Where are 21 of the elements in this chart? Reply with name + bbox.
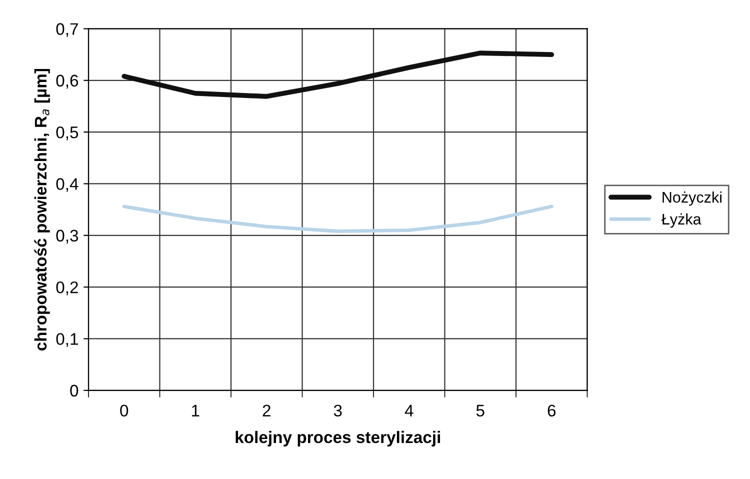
legend-label: Nożyczki bbox=[662, 192, 722, 206]
y-tick-label: 0,5 bbox=[56, 126, 78, 140]
y-tick-label: 0,1 bbox=[56, 333, 78, 347]
line-series bbox=[122, 204, 554, 233]
y-tick-label: 0,3 bbox=[56, 230, 78, 244]
legend-label: Łyżka bbox=[662, 213, 702, 228]
line-series bbox=[122, 50, 554, 99]
y-tick-label: 0,4 bbox=[56, 178, 78, 192]
x-tick-label: 6 bbox=[548, 404, 556, 417]
x-tick-label: 3 bbox=[334, 404, 342, 417]
x-axis-title: kolejny proces sterylizacji bbox=[236, 430, 440, 446]
x-tick-label: 0 bbox=[120, 404, 128, 417]
y-tick-label: 0,7 bbox=[56, 23, 78, 37]
y-tick-label: 0,6 bbox=[56, 74, 78, 89]
x-tick-label: 2 bbox=[262, 404, 270, 416]
y-tick-label: 0 bbox=[70, 384, 78, 397]
x-tick-label: 1 bbox=[192, 404, 200, 416]
x-tick-label: 5 bbox=[476, 404, 484, 417]
x-tick-label: 4 bbox=[404, 404, 414, 416]
y-tick-label: 0,2 bbox=[56, 281, 78, 296]
y-axis-title: chropowatość powierzchni, R$_{a}$ [µm] bbox=[34, 68, 50, 350]
